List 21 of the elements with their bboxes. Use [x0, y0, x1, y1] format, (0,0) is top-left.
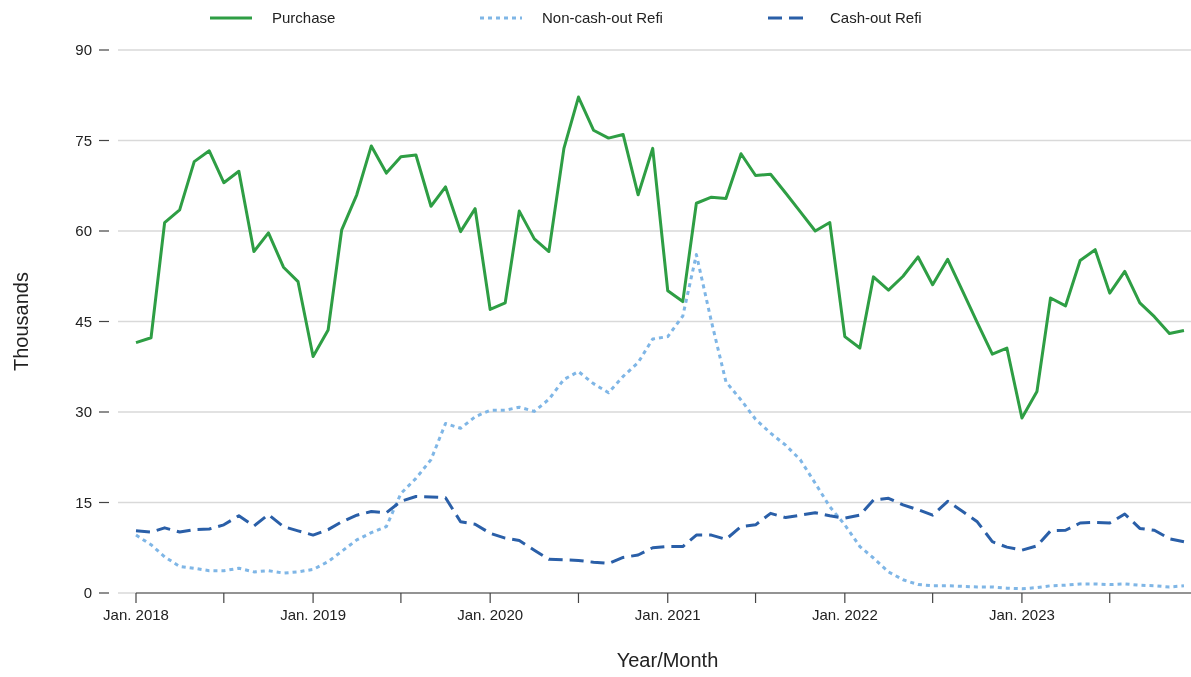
x-tick-label: Jan. 2021 — [634, 606, 701, 623]
legend-label: Non-cash-out Refi — [542, 9, 663, 27]
y-tick-label: 45 — [75, 312, 92, 330]
y-tick-label: 90 — [75, 41, 92, 59]
x-tick-label: Jan. 2023 — [988, 606, 1055, 623]
y-tick-label: 75 — [75, 131, 92, 149]
x-tick-label: Jan. 2022 — [811, 606, 878, 623]
y-tick-label: 0 — [83, 584, 92, 602]
line-series — [134, 494, 1186, 565]
x-axis-title: Year/Month — [616, 649, 719, 671]
legend-label: Purchase — [272, 9, 336, 27]
line-series — [134, 253, 1186, 591]
y-tick-label: 60 — [75, 222, 92, 240]
y-tick-label: 30 — [75, 403, 92, 421]
y-tick-label: 15 — [75, 493, 92, 511]
legend-label: Cash-out Refi — [830, 9, 922, 27]
x-tick-label: Jan. 2020 — [457, 606, 524, 623]
x-tick-label: Jan. 2018 — [103, 606, 169, 623]
line-series — [134, 95, 1186, 420]
y-axis-title: Thousands — [10, 272, 32, 371]
x-tick-label: Jan. 2019 — [280, 606, 347, 623]
